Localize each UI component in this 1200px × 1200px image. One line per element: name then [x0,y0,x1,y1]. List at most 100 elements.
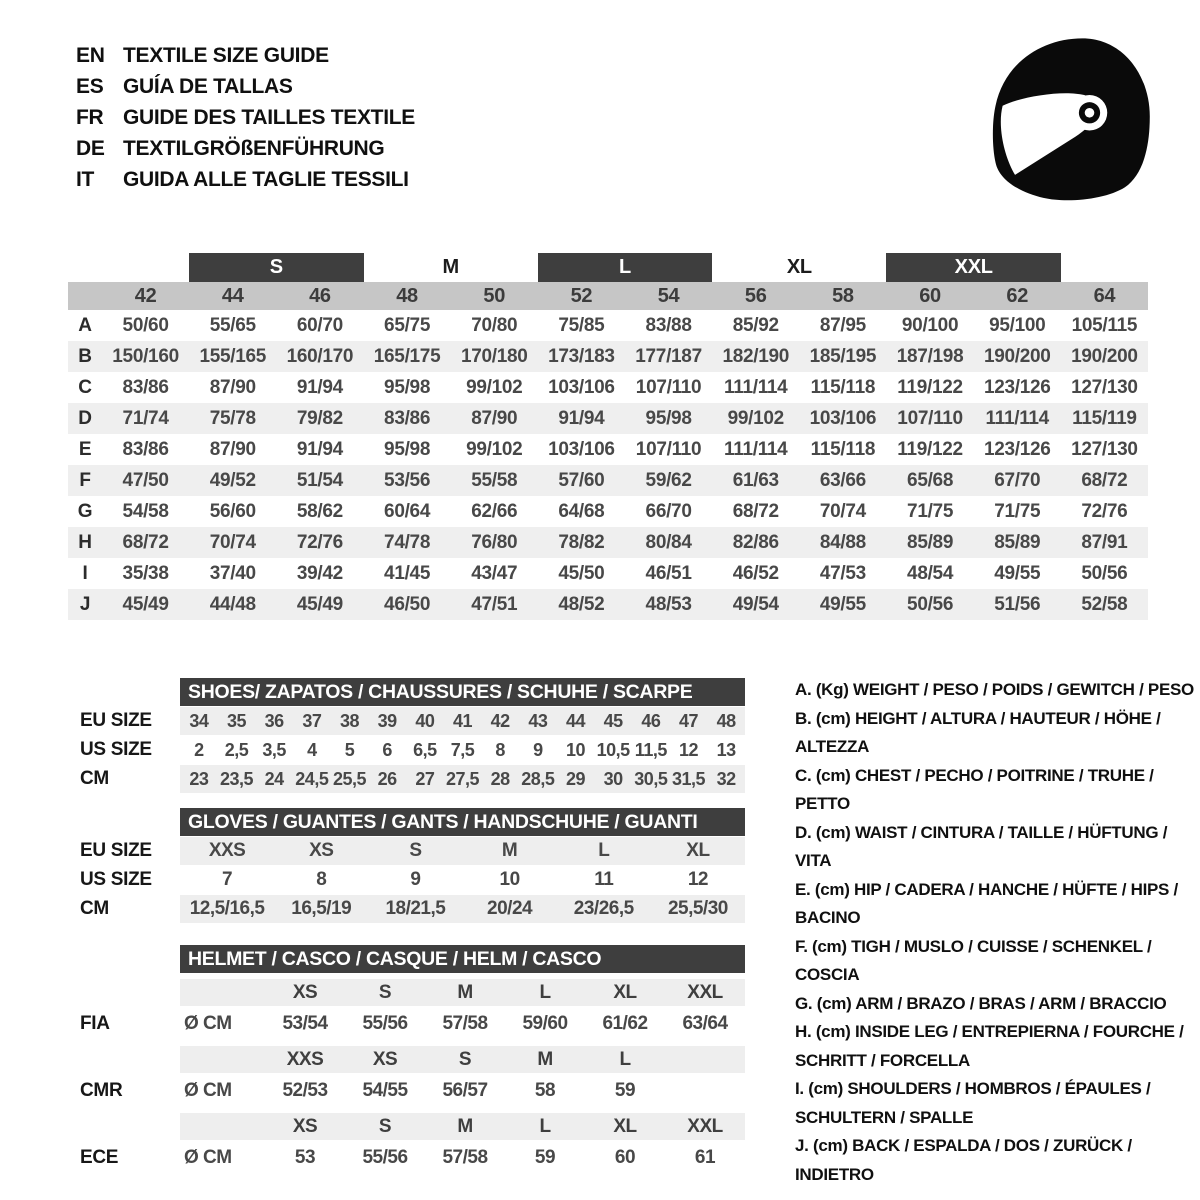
size-value-cell: 123/126 [983,376,1051,398]
size-value-cell: 63/66 [819,469,866,491]
helmet-values: Ø CM 53/54 55/56 57/58 59/60 61/62 63/64 [180,1007,745,1040]
size-number-cell: 54 [657,284,680,307]
shoes-size-table: SHOES/ ZAPATOS / CHAUSSURES / SCHUHE / S… [80,678,745,793]
helmet-value-cell: 58 [534,1079,556,1101]
size-value-cell: 48/54 [907,562,954,584]
guide-title: TEXTILGRÖßENFÜHRUNG [123,136,385,160]
size-value-cell: 177/187 [635,345,702,367]
value-cell: XXS [208,840,246,861]
gloves-size-table: GLOVES / GUANTES / GANTS / HANDSCHUHE / … [80,808,745,923]
size-number-cell: 50 [483,284,506,307]
size-value-cell: 111/114 [724,438,788,460]
size-value-cell: 95/98 [384,438,431,460]
row-values: XXS XS S M L XL [180,837,745,865]
value-cell: 43 [528,710,548,731]
value-cell: 41 [452,710,473,731]
size-value-cell: 49/52 [209,469,256,491]
size-value-cell: 119/122 [897,438,963,460]
measurement-row-c: C 83/86 87/90 91/94 95/98 99/102 103/106 107/11… [68,372,1148,403]
size-value-cell: 52/58 [1081,593,1128,615]
size-value-cell: 46/51 [645,562,692,584]
row-letter: D [78,407,92,429]
size-value-cell: 68/72 [732,500,779,522]
legend-item: G. (cm) ARM / BRAZO / BRAS / ARM / BRACC… [795,993,1167,1013]
value-cell: 25,5/30 [667,898,728,919]
helmet-value-cell: 55/56 [362,1012,408,1034]
row-values: 7 8 9 10 11 12 [180,866,745,894]
size-value-cell: 83/86 [384,407,431,429]
diameter-unit: Ø CM [184,1012,232,1034]
measurement-row-d: D 71/74 75/78 79/82 83/86 87/90 91/94 95/98 99/1… [68,403,1148,434]
size-value-cell: 68/72 [122,531,169,553]
gloves-rows: EU SIZE XXS XS S M L XL US SIZE 7 8 9 10 11 12 CM 12,5/… [80,837,745,923]
helmet-value-row-fia: FIA Ø CM 53/54 55/56 57/58 59/60 61/62 63/64 [80,1007,745,1040]
helmet-sizes: XXS XS S M L [180,1046,745,1073]
helmet-size-cell: XL [613,1115,637,1137]
size-value-cell: 49/54 [732,593,779,615]
size-value-cell: 190/200 [983,345,1051,367]
size-value-cell: 44/48 [209,593,256,615]
size-value-cell: 51/54 [296,469,343,491]
legend-item: A. (Kg) WEIGHT / PESO / POIDS / GEWITCH … [795,680,1194,699]
legend-item: D. (cm) WAIST / CINTURA / TAILLE / HÜFTU… [795,822,1168,871]
size-value-cell: 115/119 [1072,407,1137,429]
helmet-value-cell: 57/58 [442,1146,488,1168]
helmet-size-cell: XL [613,981,637,1003]
helmet-size-cell: M [457,1115,473,1137]
value-cell: 20/24 [487,898,533,919]
size-value-cell: 103/106 [548,438,615,460]
size-value-cell: 55/58 [471,469,518,491]
size-value-cell: 47/53 [819,562,866,584]
value-cell: 2 [194,739,204,760]
size-number-cell: 64 [1093,284,1116,307]
value-cell: 23 [189,768,209,789]
size-value-cell: 107/110 [635,438,702,460]
language-code: ES [76,74,104,98]
language-row: DE TEXTILGRÖßENFÜHRUNG [76,133,415,164]
row-values: 12,5/16,5 16,5/19 18/21,5 20/24 23/26,5 25,5/… [180,895,745,923]
size-group-s: S [189,253,364,282]
value-cell: 23/26,5 [573,898,634,919]
size-value-cell: 99/102 [466,376,523,398]
helmet-size-cell: L [539,1115,551,1137]
size-value-cell: 59/62 [645,469,692,491]
size-value-cell: 123/126 [983,438,1051,460]
language-row: IT GUIDA ALLE TAGLIE TESSILI [76,164,415,195]
size-value-cell: 45/49 [296,593,343,615]
value-cell: 23,5 [219,768,254,789]
helmet-size-cell: S [378,981,392,1003]
size-value-cell: 78/82 [558,531,605,553]
gloves-row-us-size: US SIZE 7 8 9 10 11 12 [80,866,745,894]
shoes-table-title: SHOES/ ZAPATOS / CHAUSSURES / SCHUHE / S… [180,678,745,706]
size-group-xl: XL [786,256,812,278]
size-value-cell: 46/52 [732,562,779,584]
size-value-cell: 50/60 [122,314,169,336]
size-number-cell: 52 [570,284,593,307]
measurement-row-f: F 47/50 49/52 51/54 53/56 55/58 57/60 59/62 61/6… [68,465,1148,496]
racing-helmet-icon [980,33,1160,205]
size-value-cell: 48/53 [645,593,692,615]
size-value-cell: 99/102 [466,438,523,460]
value-cell: 27,5 [445,768,480,789]
legend-item: E. (cm) HIP / CADERA / HANCHE / HÜFTE / … [795,879,1178,928]
value-cell: 35 [226,710,247,731]
value-cell: 18/21,5 [385,898,446,919]
measurement-row-h: H 68/72 70/74 72/76 74/78 76/80 78/82 80/84 82/8… [68,527,1148,558]
measurement-legend: A. (Kg) WEIGHT / PESO / POIDS / GEWITCH … [795,676,1195,1189]
row-label: EU SIZE [80,710,152,731]
language-code: DE [76,136,105,160]
size-group-xxl: XXL [886,253,1061,282]
helmet-sizes: XS S M L XL XXL [180,1113,745,1140]
size-value-cell: 56/60 [209,500,256,522]
value-cell: 30,5 [634,768,668,789]
gloves-table-title: GLOVES / GUANTES / GANTS / HANDSCHUHE / … [180,808,745,836]
size-value-cell: 37/40 [209,562,256,584]
helmet-sizes: XS S M L XL XXL [180,979,745,1006]
size-number-cell: 48 [396,284,418,307]
size-number-cell: 44 [221,284,244,307]
size-value-cell: 48/52 [558,593,605,615]
value-cell: 6 [382,739,392,760]
size-value-cell: 53/56 [384,469,431,491]
value-cell: 10 [499,869,521,890]
value-cell: 24 [264,768,285,789]
